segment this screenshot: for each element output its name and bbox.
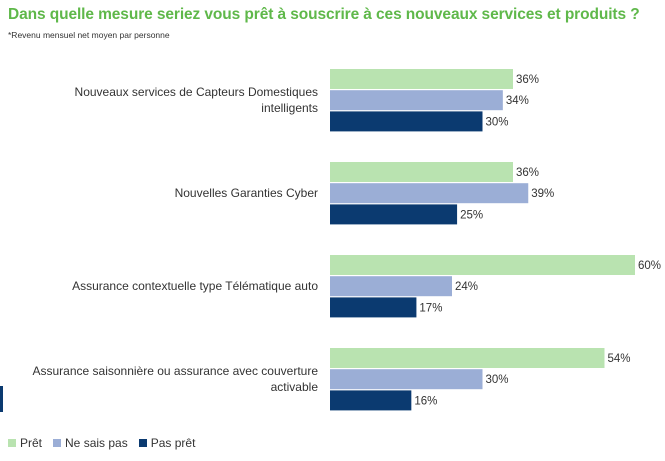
legend-swatch-pas-pret	[138, 439, 147, 447]
data-label-pret-assurance-saisonniere-ou-assurance-avec-couverture-activable: 54%	[608, 353, 631, 365]
legend-item-ne-sais-pas: Ne sais pas	[53, 436, 128, 450]
bar-pas-pret-nouveaux-services-de-capteurs-domestiques-intelligents	[330, 111, 483, 132]
bar-ne-sais-pas-nouveaux-services-de-capteurs-domestiques-intelligents	[330, 90, 503, 111]
bar-pret-nouvelles-garanties-cyber	[330, 162, 513, 182]
bar-ne-sais-pas-assurance-contextuelle-type-telematique-auto	[330, 276, 452, 297]
bar-chart: Nouveaux services de Capteurs Domestique…	[33, 69, 661, 411]
legend-label-ne-sais-pas: Ne sais pas	[65, 436, 128, 450]
data-label-ne-sais-pas-assurance-saisonniere-ou-assurance-avec-couverture-activable: 30%	[486, 374, 509, 386]
data-label-ne-sais-pas-assurance-contextuelle-type-telematique-auto: 24%	[455, 281, 478, 293]
category-label-nouveaux-services-de-capteurs-domestiques-intelligents: Nouveaux services de Capteurs Domestique…	[75, 85, 318, 115]
legend-label-pas-pret: Pas prêt	[150, 436, 196, 450]
data-label-ne-sais-pas-nouveaux-services-de-capteurs-domestiques-intelligents: 34%	[506, 95, 529, 107]
data-label-pas-pret-assurance-saisonniere-ou-assurance-avec-couverture-activable: 16%	[414, 395, 437, 407]
bar-ne-sais-pas-assurance-saisonniere-ou-assurance-avec-couverture-activable	[330, 369, 483, 390]
bar-pret-assurance-saisonniere-ou-assurance-avec-couverture-activable	[330, 348, 605, 368]
data-label-pas-pret-assurance-contextuelle-type-telematique-auto: 17%	[419, 302, 442, 314]
category-label-nouvelles-garanties-cyber: Nouvelles Garanties Cyber	[175, 186, 318, 200]
legend-swatch-ne-sais-pas	[53, 439, 62, 447]
legend: Prêt Ne sais pas Pas prêt	[8, 436, 206, 450]
data-label-pret-nouvelles-garanties-cyber: 36%	[516, 167, 539, 179]
data-label-pas-pret-nouveaux-services-de-capteurs-domestiques-intelligents: 30%	[486, 116, 509, 128]
left-accent-bar	[0, 386, 3, 412]
bar-pret-assurance-contextuelle-type-telematique-auto	[330, 255, 635, 275]
chart-subtitle: *Revenu mensuel net moyen par personne	[8, 30, 170, 40]
bar-pret-nouveaux-services-de-capteurs-domestiques-intelligents	[330, 69, 513, 89]
data-label-ne-sais-pas-nouvelles-garanties-cyber: 39%	[531, 188, 554, 200]
data-label-pas-pret-nouvelles-garanties-cyber: 25%	[460, 209, 483, 221]
bar-ne-sais-pas-nouvelles-garanties-cyber	[330, 183, 529, 204]
legend-label-pret: Prêt	[20, 436, 43, 450]
category-label-assurance-saisonniere-ou-assurance-avec-couverture-activable: Assurance saisonnière ou assurance avec …	[33, 364, 319, 394]
legend-item-pret: Prêt	[8, 436, 42, 450]
category-label-assurance-contextuelle-type-telematique-auto: Assurance contextuelle type Télématique …	[72, 279, 318, 293]
bar-pas-pret-nouvelles-garanties-cyber	[330, 204, 458, 225]
legend-item-pas-pret: Pas prêt	[138, 436, 196, 450]
bar-pas-pret-assurance-saisonniere-ou-assurance-avec-couverture-activable	[330, 390, 412, 411]
bar-pas-pret-assurance-contextuelle-type-telematique-auto	[330, 297, 417, 318]
data-label-pret-nouveaux-services-de-capteurs-domestiques-intelligents: 36%	[516, 74, 539, 86]
legend-swatch-pret	[8, 439, 16, 447]
chart-title: Dans quelle mesure seriez vous prêt à so…	[8, 6, 640, 23]
data-label-pret-assurance-contextuelle-type-telematique-auto: 60%	[638, 260, 661, 272]
